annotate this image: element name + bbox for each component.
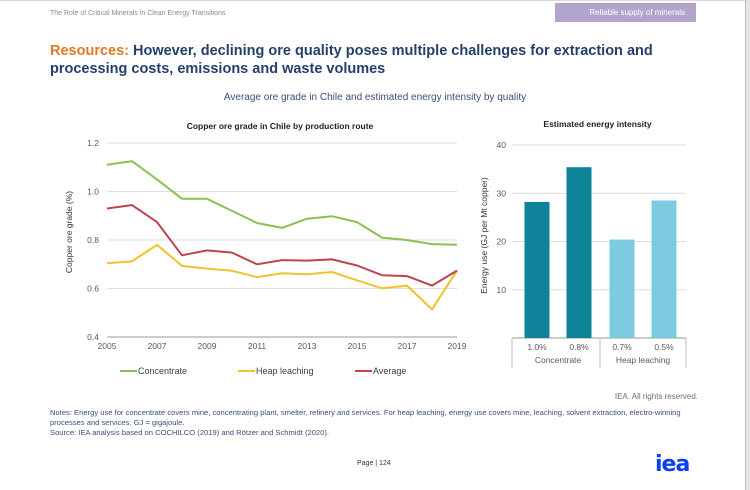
y-tick-label: 0.6 [87, 284, 99, 294]
bar [566, 167, 592, 338]
series-line-average [106, 204, 458, 287]
y-tick-label: 30 [497, 188, 507, 198]
headline-text: However, declining ore quality poses mul… [50, 43, 653, 77]
y-tick-label: 1.0 [87, 187, 99, 197]
y-axis-title: Copper ore grade (%) [64, 191, 74, 273]
bar-chart: 10 20 30 40 Energy use (GJ per Mt copper) 1.0… [479, 140, 687, 368]
y-tick-label: 40 [497, 140, 507, 150]
notes: Notes: Energy use for concentrate covers… [50, 408, 710, 438]
x-tick-label: 2011 [248, 341, 267, 351]
x-tick-label: 0.8% [569, 342, 589, 352]
y-tick-label: 1.2 [87, 138, 99, 148]
headline: Resources: However, declining ore qualit… [50, 42, 690, 78]
x-tick-label: 2019 [448, 341, 467, 351]
group-label: Heap leaching [616, 355, 671, 365]
x-tick-label: 0.7% [612, 342, 632, 352]
x-tick-label: 2013 [298, 341, 317, 351]
legend-label: Concentrate [138, 366, 187, 376]
x-tick-label: 1.0% [527, 342, 547, 352]
section-badge: Reliable supply of minerals [555, 3, 696, 22]
x-tick-label: 2017 [398, 341, 417, 351]
legend-label: Average [373, 366, 406, 376]
headline-accent: Resources: [50, 43, 129, 59]
x-tick-label: 2007 [148, 341, 167, 351]
page-number: Page | 124 [357, 460, 391, 467]
line-chart: 0.4 0.6 0.8 1.0 1.2 2005 2007 2009 2011 2013 2015 2… [64, 138, 467, 376]
bar [524, 201, 550, 338]
document-title: The Role of Critical Minerals in Clean E… [50, 10, 226, 17]
source-text: Source: IEA analysis based on COCHILCO (… [50, 428, 329, 437]
series-line-concentrate [106, 160, 458, 246]
figure-title: Average ore grade in Chile and estimated… [223, 92, 527, 103]
bar [651, 200, 677, 338]
top-border [0, 0, 750, 1]
y-axis-title: Energy use (GJ per Mt copper) [479, 177, 489, 294]
y-tick-label: 10 [497, 285, 507, 295]
bar [609, 239, 635, 338]
notes-text: Notes: Energy use for concentrate covers… [50, 408, 681, 427]
x-tick-label: 2009 [198, 341, 217, 351]
section-badge-label: Reliable supply of minerals [589, 8, 685, 17]
x-tick-label: 2005 [98, 341, 117, 351]
window-scrollbar[interactable] [745, 0, 750, 490]
series-line-heap-leaching [106, 243, 458, 311]
line-chart-title: Copper ore grade in Chile by production … [186, 121, 374, 131]
legend-label: Heap leaching [256, 366, 314, 376]
x-tick-label: 2015 [348, 341, 367, 351]
bar-chart-title: Estimated energy intensity [543, 119, 652, 129]
iea-logo: iea [655, 452, 690, 477]
x-tick-label: 0.5% [654, 342, 674, 352]
y-tick-label: 20 [497, 237, 507, 247]
y-tick-label: 0.8 [87, 235, 99, 245]
rights-notice: IEA. All rights reserved. [614, 392, 698, 401]
group-label: Concentrate [535, 355, 582, 365]
y-tick-label: 0.4 [87, 332, 99, 342]
